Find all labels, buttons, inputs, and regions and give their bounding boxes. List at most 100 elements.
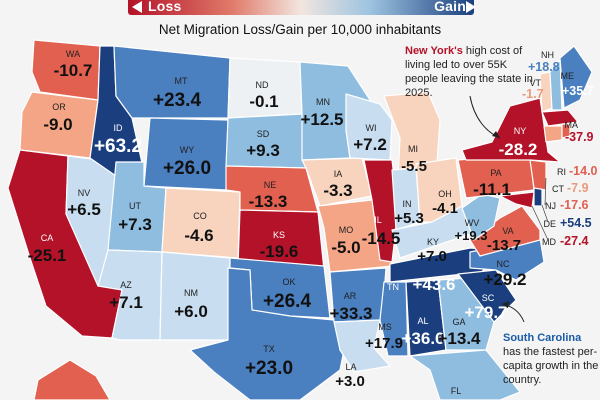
abbr-MT: MT: [175, 76, 188, 86]
value-VA: -13.7: [487, 237, 521, 254]
value-WY: +26.0: [163, 158, 211, 179]
state-CO[interactable]: [161, 187, 241, 259]
state-ME[interactable]: [559, 45, 593, 109]
value-UT: +7.3: [118, 215, 152, 234]
state-AK[interactable]: [33, 359, 111, 400]
value-VT: -1.7: [522, 87, 544, 101]
state-FL[interactable]: [409, 349, 521, 400]
value-MN: +12.5: [300, 110, 343, 129]
abbr-AR: AR: [344, 291, 357, 301]
state-MD[interactable]: [499, 191, 535, 209]
value-NJ: -17.6: [560, 198, 589, 212]
abbr-KS: KS: [273, 230, 285, 240]
value-OR: -9.0: [43, 115, 72, 134]
state-VA[interactable]: [469, 205, 541, 257]
abbr-CA: CA: [41, 233, 54, 243]
side-labels: NH +18.8 VT -1.7 ME +35.7 MA -37.9 RI -1…: [522, 50, 598, 248]
abbr-ND: ND: [256, 80, 269, 90]
abbr-ID: ID: [114, 123, 124, 133]
abbr-ME: ME: [561, 71, 575, 81]
value-NE: -13.3: [249, 192, 288, 211]
abbr-NH: NH: [541, 50, 554, 60]
sc-annotation-text: has the fastest per-capita growth in the…: [503, 346, 599, 386]
abbr-IL: IL: [374, 215, 382, 225]
abbr-NY: NY: [514, 126, 527, 136]
legend-loss-label: Loss: [148, 0, 182, 14]
value-ID: +63.2: [94, 136, 142, 157]
value-MA: -37.9: [565, 130, 594, 144]
abbr-NJ: NJ: [545, 201, 556, 211]
state-labels: WA -10.7 OR -9.0 CA -25.1 NV +6.5 ID +63…: [28, 49, 538, 396]
arrow-left-icon: [132, 1, 142, 13]
value-RI: -14.0: [569, 164, 598, 178]
legend-gain-label: Gain: [434, 0, 466, 14]
value-WA: -10.7: [54, 61, 93, 80]
abbr-WY: WY: [180, 145, 195, 155]
value-NH: +18.8: [528, 60, 560, 74]
abbr-MO: MO: [339, 225, 354, 235]
value-TX: +23.0: [245, 358, 293, 379]
abbr-TX: TX: [263, 344, 275, 354]
value-NV: +6.5: [67, 200, 101, 219]
abbr-GA: GA: [452, 317, 465, 327]
value-NM: +6.0: [174, 302, 208, 321]
value-ME: +35.7: [562, 84, 594, 98]
value-CO: -4.6: [184, 226, 213, 245]
value-IN: +5.3: [394, 210, 424, 227]
abbr-LA: LA: [345, 362, 356, 372]
abbr-IN: IN: [403, 199, 412, 209]
abbr-PA: PA: [490, 168, 501, 178]
value-WV: +19.3: [455, 228, 488, 243]
abbr-SD: SD: [257, 129, 270, 139]
state-CT[interactable]: [543, 125, 563, 143]
abbr-NC: NC: [497, 259, 510, 269]
abbr-AZ: AZ: [120, 280, 132, 290]
value-MI: -5.5: [401, 158, 427, 175]
abbr-UT: UT: [129, 201, 141, 211]
abbr-NV: NV: [78, 188, 91, 198]
abbr-NE: NE: [264, 180, 277, 190]
value-IA: -3.3: [323, 181, 352, 200]
value-MO: -5.0: [331, 238, 360, 257]
state-TX[interactable]: [189, 267, 347, 400]
abbr-CO: CO: [193, 211, 207, 221]
abbr-OH: OH: [438, 189, 452, 199]
sc-arrowhead-icon: [502, 301, 509, 308]
state-IL[interactable]: [363, 159, 399, 263]
value-MS: +17.9: [365, 335, 403, 352]
state-SC[interactable]: [457, 269, 517, 323]
abbr-NM: NM: [184, 288, 198, 298]
state-MS[interactable]: [379, 281, 409, 357]
abbr-OK: OK: [282, 277, 295, 287]
abbr-MA: MA: [565, 120, 579, 130]
abbr-IA: IA: [334, 169, 343, 179]
abbr-DE: DE: [543, 219, 556, 229]
abbr-MN: MN: [316, 97, 330, 107]
value-AZ: +7.1: [109, 293, 143, 312]
value-OH: -4.1: [432, 200, 458, 217]
abbr-WA: WA: [66, 49, 80, 59]
ny-arrowhead-icon: [492, 131, 500, 138]
state-NJ[interactable]: [529, 159, 547, 191]
value-MT: +23.4: [153, 90, 202, 111]
abbr-RI: RI: [557, 167, 566, 177]
value-CT: -7.9: [567, 181, 589, 195]
abbr-OR: OR: [52, 102, 66, 112]
sc-annotation-highlight: South Carolina: [503, 332, 582, 344]
state-MA[interactable]: [541, 109, 579, 127]
state-NY[interactable]: [461, 97, 561, 163]
value-AR: +33.3: [329, 304, 372, 323]
state-NM[interactable]: [159, 251, 231, 341]
abbr-MS: MS: [378, 322, 392, 332]
state-RI[interactable]: [561, 123, 571, 139]
value-MD: -27.4: [560, 234, 589, 248]
value-NC: +29.2: [483, 270, 526, 289]
arrow-right-icon: [466, 1, 476, 13]
abbr-CT: CT: [552, 184, 564, 194]
map-title: Net Migration Loss/Gain per 10,000 inhab…: [158, 22, 442, 37]
value-AL: +36.6: [401, 329, 444, 348]
abbr-WI: WI: [366, 123, 377, 133]
value-CA: -25.1: [28, 246, 67, 265]
legend-bar: Loss Gain: [128, 0, 476, 15]
